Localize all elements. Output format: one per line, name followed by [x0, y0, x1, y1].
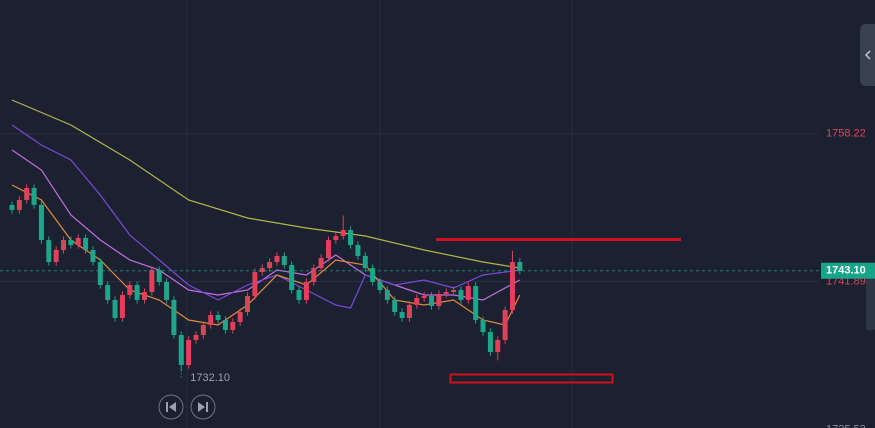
candle-body — [156, 270, 162, 282]
candle-body — [215, 315, 221, 320]
candle-body — [141, 292, 147, 300]
candle-body — [458, 290, 464, 300]
candle-body — [340, 229, 346, 236]
candle-body — [443, 292, 449, 294]
drawn-rectangle — [449, 373, 614, 384]
candle-body — [495, 339, 501, 353]
candle-body — [119, 294, 125, 318]
candle-body — [281, 255, 287, 266]
low-annotation-label: 1732.10 — [190, 372, 230, 384]
tab[interactable] — [860, 24, 875, 86]
candle-body — [171, 299, 177, 336]
candle-body — [208, 315, 214, 325]
candle-body — [90, 249, 96, 263]
candle-body — [274, 255, 280, 263]
candle-body — [362, 255, 368, 269]
candle-body — [333, 235, 339, 241]
candle-body — [127, 285, 133, 295]
candle-body — [325, 240, 331, 258]
icon — [169, 402, 176, 412]
candle-body — [355, 245, 361, 256]
candle-body — [348, 229, 354, 246]
candle-body — [473, 286, 479, 320]
candle-body — [384, 290, 390, 300]
candle-body — [222, 319, 228, 330]
candle-body — [61, 240, 67, 250]
candle-body — [9, 204, 15, 210]
candle-body — [24, 187, 30, 201]
candle-body — [31, 187, 37, 205]
candle-body — [303, 281, 309, 300]
candle-body — [517, 262, 523, 271]
candle-body — [97, 262, 103, 286]
candle-body — [289, 265, 295, 291]
candle-body — [267, 262, 273, 269]
y-tick-label: 1725.53 — [826, 424, 866, 428]
candle-body — [436, 293, 442, 306]
candle-body — [399, 312, 405, 318]
icon — [206, 402, 208, 412]
candle-body — [237, 312, 243, 322]
y-tick-label: 1758.22 — [826, 128, 866, 140]
candle-body — [245, 295, 251, 313]
candle-body — [370, 268, 376, 282]
candle-body — [46, 240, 52, 263]
candle-body — [134, 285, 140, 300]
candle-body — [149, 270, 155, 293]
last-price-box — [821, 262, 875, 279]
candle-body — [296, 290, 302, 300]
candle-body — [487, 332, 493, 353]
candle-body — [406, 304, 412, 318]
moving-average-line — [11, 99, 520, 269]
last-price-label: 1743.10 — [826, 265, 866, 277]
candle-body — [105, 285, 111, 300]
icon — [864, 50, 871, 60]
button-ring[interactable] — [158, 394, 184, 420]
candle-body — [414, 297, 420, 305]
candle-body — [429, 295, 435, 306]
button-ring[interactable] — [190, 394, 216, 420]
candle-body — [318, 257, 324, 269]
candle-body — [392, 299, 398, 313]
candle-body — [465, 286, 471, 300]
candle-body — [259, 268, 265, 272]
nav-button[interactable] — [190, 394, 216, 420]
candle-body — [509, 262, 515, 311]
candle-body — [502, 310, 508, 340]
candle-body — [186, 339, 192, 365]
candle-body — [53, 249, 59, 263]
candle-body — [252, 271, 258, 296]
candle-body — [200, 324, 206, 336]
candle-body — [311, 268, 317, 282]
candle-body — [164, 281, 170, 300]
candle-body — [75, 237, 81, 246]
candle-body — [480, 319, 486, 333]
candle-body — [178, 335, 184, 365]
candle-body — [193, 335, 199, 340]
candle-body — [377, 281, 383, 291]
candle-body — [68, 240, 74, 246]
candle-body — [112, 299, 118, 318]
candle-body — [83, 237, 89, 250]
icon — [198, 402, 205, 412]
collapse-tab[interactable] — [860, 24, 875, 86]
candle-body — [38, 204, 44, 241]
candle-body — [230, 321, 236, 330]
scroll-handle[interactable] — [866, 278, 875, 330]
candle-body — [421, 295, 427, 298]
candle-body — [16, 200, 22, 210]
icon — [166, 402, 168, 412]
nav-button[interactable] — [158, 394, 184, 420]
candle-body — [451, 290, 457, 293]
